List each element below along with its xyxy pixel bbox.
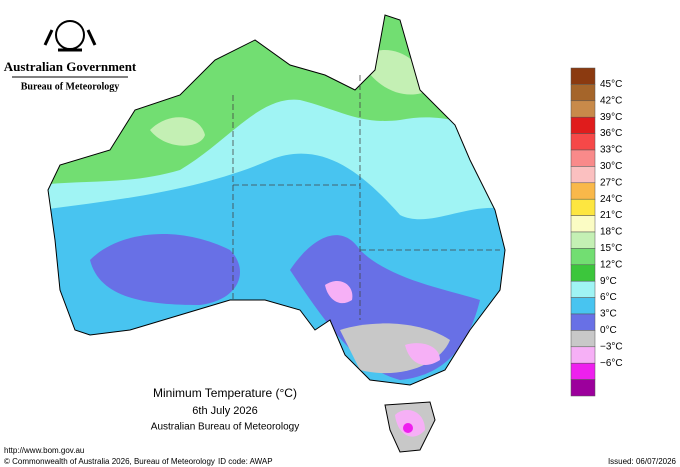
legend-swatch xyxy=(570,379,596,397)
legend-swatch xyxy=(570,182,596,200)
gov-name: Australian Government xyxy=(4,59,137,74)
map-date: 6th July 2026 xyxy=(192,405,257,417)
legend-label: 33°C xyxy=(600,145,622,156)
legend: 45°C 42°C 39°C 36°C 33°C 30°C 27°C 24°C 21°C 18°C… xyxy=(570,67,623,397)
legend-label: 27°C xyxy=(600,177,622,188)
legend-swatch xyxy=(570,100,596,118)
legend-label: 18°C xyxy=(600,227,622,238)
legend-label: 42°C xyxy=(600,95,622,106)
footer-url: http://www.bom.gov.au xyxy=(4,446,84,455)
legend-label: 30°C xyxy=(600,161,622,172)
legend-swatch xyxy=(570,330,596,348)
legend-swatch xyxy=(570,67,596,85)
legend-swatch xyxy=(570,215,596,233)
legend-swatch xyxy=(570,264,596,282)
legend-swatch xyxy=(570,346,596,364)
legend-swatch xyxy=(570,313,596,331)
legend-label: −6°C xyxy=(600,358,623,369)
legend-swatch xyxy=(570,166,596,184)
map-title: Minimum Temperature (°C) xyxy=(153,386,297,400)
footer-issued: Issued: 06/07/2026 xyxy=(608,457,677,466)
legend-swatch xyxy=(570,297,596,315)
legend-label: −3°C xyxy=(600,341,623,352)
legend-swatch xyxy=(570,231,596,249)
legend-label: 12°C xyxy=(600,259,622,270)
emblem xyxy=(43,20,97,52)
legend-label: 21°C xyxy=(600,210,622,221)
legend-label: 6°C xyxy=(600,292,617,303)
legend-label: 9°C xyxy=(600,276,617,287)
legend-label: 24°C xyxy=(600,194,622,205)
legend-label: 0°C xyxy=(600,325,617,336)
legend-swatch xyxy=(570,248,596,266)
legend-swatch xyxy=(570,133,596,151)
state-borders xyxy=(232,75,500,320)
footer-id: ID code: AWAP xyxy=(218,457,273,466)
legend-swatch xyxy=(570,116,596,134)
legend-label: 45°C xyxy=(600,79,622,90)
coastline xyxy=(47,14,506,453)
map-source: Australian Bureau of Meteorology xyxy=(151,422,299,433)
legend-label: 3°C xyxy=(600,309,617,320)
legend-label: 36°C xyxy=(600,128,622,139)
bureau-name: Bureau of Meteorology xyxy=(21,81,120,92)
footer-copyright: © Commonwealth of Australia 2026, Bureau… xyxy=(4,457,215,466)
legend-label: 15°C xyxy=(600,243,622,254)
legend-swatch xyxy=(570,362,596,380)
legend-swatch xyxy=(570,280,596,298)
legend-swatch xyxy=(570,84,596,102)
legend-label: 39°C xyxy=(600,112,622,123)
legend-swatch xyxy=(570,149,596,167)
legend-swatch xyxy=(570,198,596,216)
